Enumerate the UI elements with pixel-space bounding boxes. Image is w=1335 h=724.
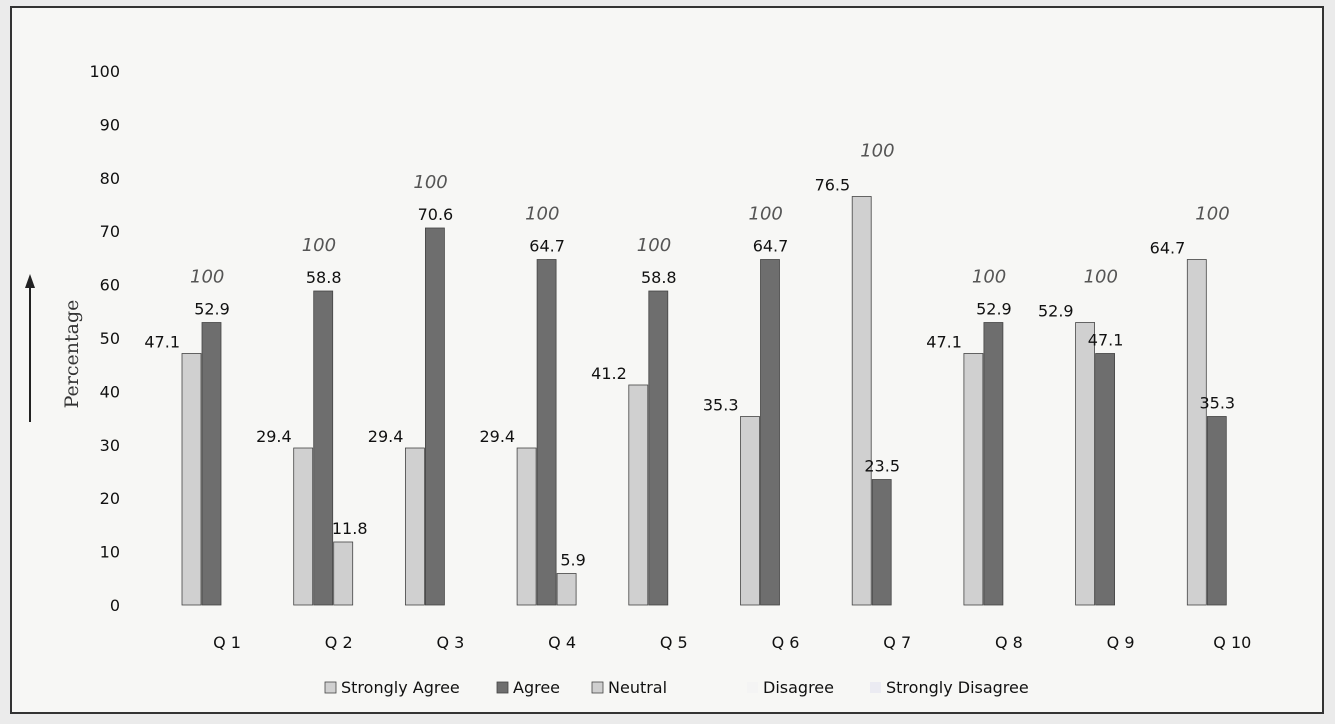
bar-strongly-agree	[293, 447, 314, 606]
bar-strongly-agree	[181, 353, 202, 606]
legend-swatch	[870, 682, 881, 693]
data-label: 47.1	[144, 332, 180, 351]
data-label: 47.1	[1088, 330, 1124, 349]
y-tick-label: 30	[100, 436, 120, 455]
chart-legend: Strongly Agree Agree Neutral Disagree Strong…	[324, 678, 1029, 697]
legend-swatch	[591, 681, 604, 694]
legend-label: Agree	[513, 678, 560, 697]
bar-neutral	[556, 573, 577, 606]
data-label: 64.7	[529, 237, 565, 256]
x-tick-label: Q 4	[548, 633, 576, 652]
legend-label: Neutral	[608, 678, 667, 697]
data-label: 47.1	[926, 332, 962, 351]
y-tick-label: 10	[100, 543, 120, 562]
handwritten-annotation: 100	[1195, 204, 1229, 225]
bar-agree	[1206, 416, 1227, 606]
bar-strongly-agree	[1075, 322, 1095, 606]
data-label: 70.6	[418, 205, 454, 224]
bar-strongly-agree	[963, 353, 984, 606]
data-label: 11.8	[332, 519, 368, 538]
x-tick-label: Q 10	[1213, 633, 1251, 652]
legend-label: Strongly Disagree	[886, 678, 1029, 697]
chart-frame: Percentage 0 10 20 30 40 50 60 70 80 90 100 47.1 52…	[10, 6, 1324, 714]
handwritten-annotation: 100	[1084, 267, 1118, 288]
data-label: 5.9	[560, 550, 585, 569]
bar-agree	[201, 322, 222, 606]
x-tick-label: Q 9	[1107, 633, 1135, 652]
data-label: 76.5	[815, 175, 851, 194]
bar-chart: Percentage 0 10 20 30 40 50 60 70 80 90 100 47.1 52…	[25, 62, 1251, 697]
data-label: 52.9	[194, 300, 230, 319]
bar-strongly-agree	[628, 384, 649, 606]
data-label: 35.3	[1199, 393, 1235, 412]
handwritten-annotation: 100	[749, 204, 783, 225]
legend-swatch	[324, 681, 337, 694]
y-tick-label: 40	[100, 382, 120, 401]
x-tick-label: Q 1	[213, 633, 241, 652]
data-label: 29.4	[479, 427, 515, 446]
bar-agree	[1095, 353, 1115, 606]
y-tick-label: 70	[100, 222, 120, 241]
handwritten-annotation: 100	[972, 267, 1006, 288]
data-label: 64.7	[1150, 239, 1186, 258]
bar-agree	[983, 322, 1004, 606]
data-label: 23.5	[864, 457, 900, 476]
data-label: 29.4	[368, 427, 404, 446]
x-tick-label: Q 7	[883, 633, 911, 652]
y-tick-label: 60	[100, 276, 120, 295]
bar-strongly-agree	[404, 447, 425, 606]
bar-strongly-agree	[516, 447, 537, 606]
bar-agree	[424, 227, 445, 606]
handwritten-annotation: 100	[860, 140, 894, 161]
y-axis-label: Percentage	[61, 300, 83, 409]
data-label: 52.9	[976, 300, 1012, 319]
y-tick-label: 90	[100, 115, 120, 134]
bar-agree	[760, 259, 780, 606]
x-tick-label: Q 6	[772, 633, 800, 652]
bar-strongly-agree	[1186, 259, 1207, 606]
bar-agree	[871, 479, 892, 606]
bar-agree	[313, 290, 334, 606]
y-tick-label: 80	[100, 169, 120, 188]
y-tick-label: 50	[100, 329, 120, 348]
data-label: 58.8	[641, 268, 677, 287]
x-tick-label: Q 2	[325, 633, 353, 652]
legend-swatch	[496, 681, 509, 694]
data-label: 35.3	[703, 395, 739, 414]
handwritten-annotation: 100	[190, 267, 224, 288]
data-label: 29.4	[256, 427, 292, 446]
data-label: 52.9	[1038, 302, 1074, 321]
y-axis-arrow	[25, 274, 35, 422]
x-tick-label: Q 5	[660, 633, 688, 652]
data-label: 58.8	[306, 268, 342, 287]
handwritten-annotation: 100	[302, 235, 336, 256]
legend-swatch	[747, 682, 758, 693]
y-tick-label: 100	[89, 62, 120, 81]
y-tick-label: 20	[100, 489, 120, 508]
bar-strongly-agree	[740, 416, 760, 606]
legend-label: Strongly Agree	[341, 678, 460, 697]
x-tick-label: Q 8	[995, 633, 1023, 652]
x-tick-label: Q 3	[436, 633, 464, 652]
data-label: 41.2	[591, 364, 627, 383]
bar-agree	[648, 290, 669, 606]
data-label: 64.7	[753, 237, 789, 256]
bar-agree	[536, 259, 557, 606]
handwritten-annotation: 100	[637, 235, 671, 256]
handwritten-annotation: 100	[413, 172, 447, 193]
legend-label: Disagree	[763, 678, 834, 697]
handwritten-annotation: 100	[525, 204, 559, 225]
bar-strongly-agree	[851, 196, 872, 606]
y-tick-label: 0	[110, 596, 120, 615]
bar-neutral	[333, 541, 354, 606]
